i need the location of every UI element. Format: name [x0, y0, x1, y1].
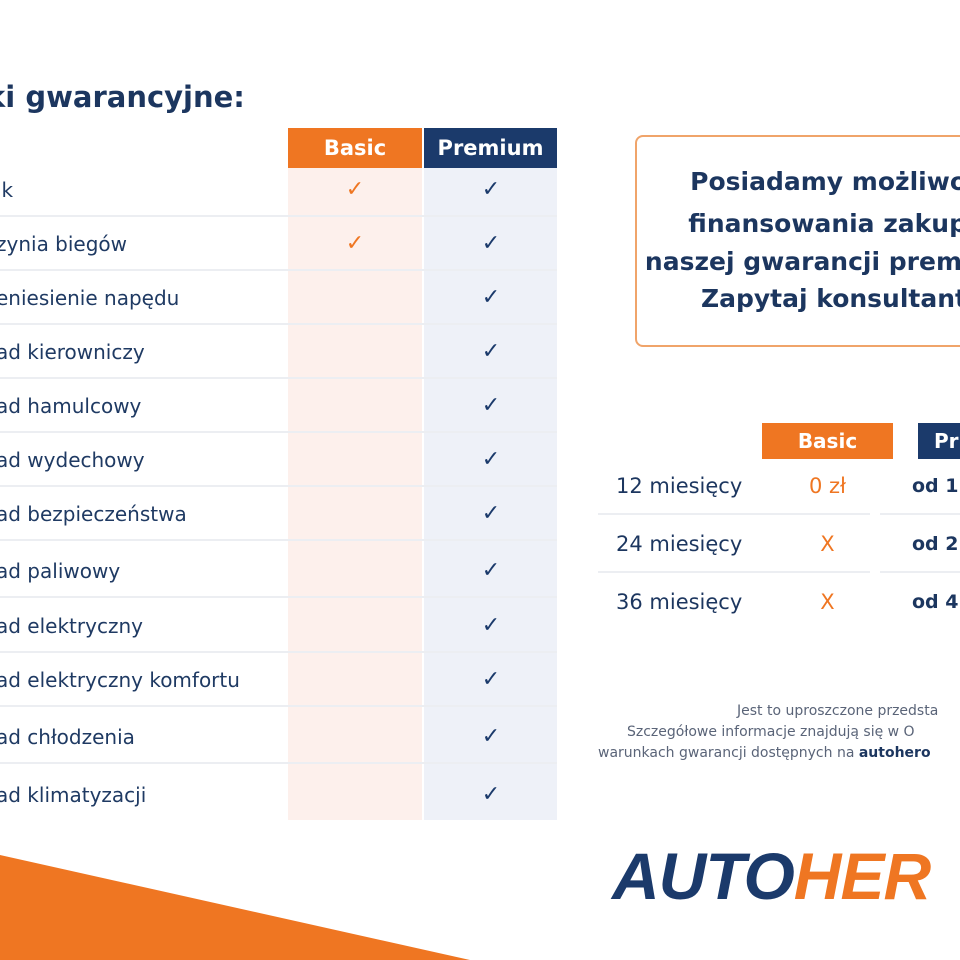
period-label: 12 miesięcy — [616, 474, 743, 498]
row-divider — [0, 431, 557, 433]
page-title: ki gwarancyjne: — [0, 80, 245, 114]
pricing-row: 36 miesięcy X od 4 — [598, 573, 960, 631]
check-icon: ✓ — [481, 177, 501, 202]
financing-line: finansowania zakup — [688, 209, 960, 238]
coverage-label: ad chłodzenia — [0, 725, 135, 749]
row-divider — [880, 513, 960, 515]
coverage-label: ad klimatyzacji — [0, 783, 147, 807]
table-row: ad elektryczny ✓ — [0, 599, 557, 653]
coverage-label: ik — [0, 178, 14, 202]
table-row: ad klimatyzacji ✓ — [0, 768, 557, 822]
premium-header: Premium — [424, 128, 557, 168]
row-divider — [0, 596, 557, 598]
coverage-label: ad paliwowy — [0, 559, 121, 583]
basic-price: X — [820, 590, 835, 614]
coverage-label: ad elektryczny komfortu — [0, 668, 240, 692]
check-icon: ✓ — [345, 177, 365, 202]
check-icon: ✓ — [481, 558, 501, 583]
check-icon: ✓ — [481, 724, 501, 749]
check-icon: ✓ — [481, 447, 501, 472]
pricing-premium-header: Pr — [918, 423, 960, 459]
table-row: ad bezpieczeństwa ✓ — [0, 487, 557, 541]
table-row: ad chłodzenia ✓ — [0, 710, 557, 764]
premium-price: od 1 — [912, 475, 959, 497]
row-divider — [0, 215, 557, 217]
pricing-row: 12 miesięcy 0 zł od 1 — [598, 457, 960, 515]
autohero-logo: AUTOHER — [612, 838, 931, 914]
row-divider — [0, 269, 557, 271]
check-icon: ✓ — [345, 231, 365, 256]
row-divider — [0, 705, 557, 707]
footnote-line: Jest to uproszczone przedsta — [737, 703, 939, 719]
row-divider — [0, 651, 557, 653]
coverage-label: ad elektryczny — [0, 614, 143, 638]
coverage-label: ad wydechowy — [0, 448, 145, 472]
check-icon: ✓ — [481, 285, 501, 310]
row-divider — [880, 571, 960, 573]
logo-part: AUTO — [612, 839, 795, 913]
check-icon: ✓ — [481, 667, 501, 692]
coverage-label: ad hamulcowy — [0, 394, 142, 418]
coverage-label: ad kierowniczy — [0, 340, 145, 364]
financing-info-box: Posiadamy możliwo finansowania zakup nas… — [635, 135, 960, 347]
logo-part: HER — [793, 839, 931, 913]
row-divider — [0, 377, 557, 379]
pricing-row: 24 miesięcy X od 2 — [598, 515, 960, 573]
table-row: ad wydechowy ✓ — [0, 433, 557, 487]
check-icon: ✓ — [481, 782, 501, 807]
table-row: ad paliwowy ✓ — [0, 544, 557, 598]
row-divider — [0, 485, 557, 487]
check-icon: ✓ — [481, 231, 501, 256]
footnote-text: warunkach gwarancji dostępnych na — [598, 745, 859, 761]
check-icon: ✓ — [481, 393, 501, 418]
table-row: ik ✓ ✓ — [0, 163, 557, 217]
table-row: zynia biegów ✓ ✓ — [0, 217, 557, 271]
table-row: ad kierowniczy ✓ — [0, 325, 557, 379]
period-label: 24 miesięcy — [616, 532, 743, 556]
basic-price: 0 zł — [808, 474, 847, 498]
financing-line: Posiadamy możliwo — [690, 167, 960, 196]
coverage-label: zynia biegów — [0, 232, 128, 256]
premium-price: od 4 — [912, 591, 959, 613]
row-divider — [598, 571, 870, 573]
premium-column-background — [424, 168, 557, 820]
coverage-label: ad bezpieczeństwa — [0, 502, 187, 526]
basic-price: X — [820, 532, 835, 556]
table-row: ad hamulcowy ✓ — [0, 379, 557, 433]
basic-header: Basic — [288, 128, 422, 168]
check-icon: ✓ — [481, 501, 501, 526]
premium-price: od 2 — [912, 533, 959, 555]
row-divider — [0, 539, 557, 541]
check-icon: ✓ — [481, 613, 501, 638]
pricing-basic-header: Basic — [762, 423, 893, 459]
table-row: ad elektryczny komfortu ✓ — [0, 653, 557, 707]
footnote-line: Szczegółowe informacje znajdują się w O — [627, 724, 915, 740]
footnote-link[interactable]: autohero — [858, 745, 931, 761]
financing-line: naszej gwarancji prem — [644, 247, 960, 276]
check-icon: ✓ — [481, 339, 501, 364]
period-label: 36 miesięcy — [616, 590, 743, 614]
row-divider — [0, 762, 557, 764]
table-row: eniesienie napędu ✓ — [0, 271, 557, 325]
footnote-line: warunkach gwarancji dostępnych na autohe… — [598, 745, 931, 761]
row-divider — [598, 513, 870, 515]
basic-column-background — [288, 168, 422, 820]
financing-line: Zapytaj konsultant — [700, 284, 960, 313]
row-divider — [0, 323, 557, 325]
coverage-label: eniesienie napędu — [0, 286, 180, 310]
